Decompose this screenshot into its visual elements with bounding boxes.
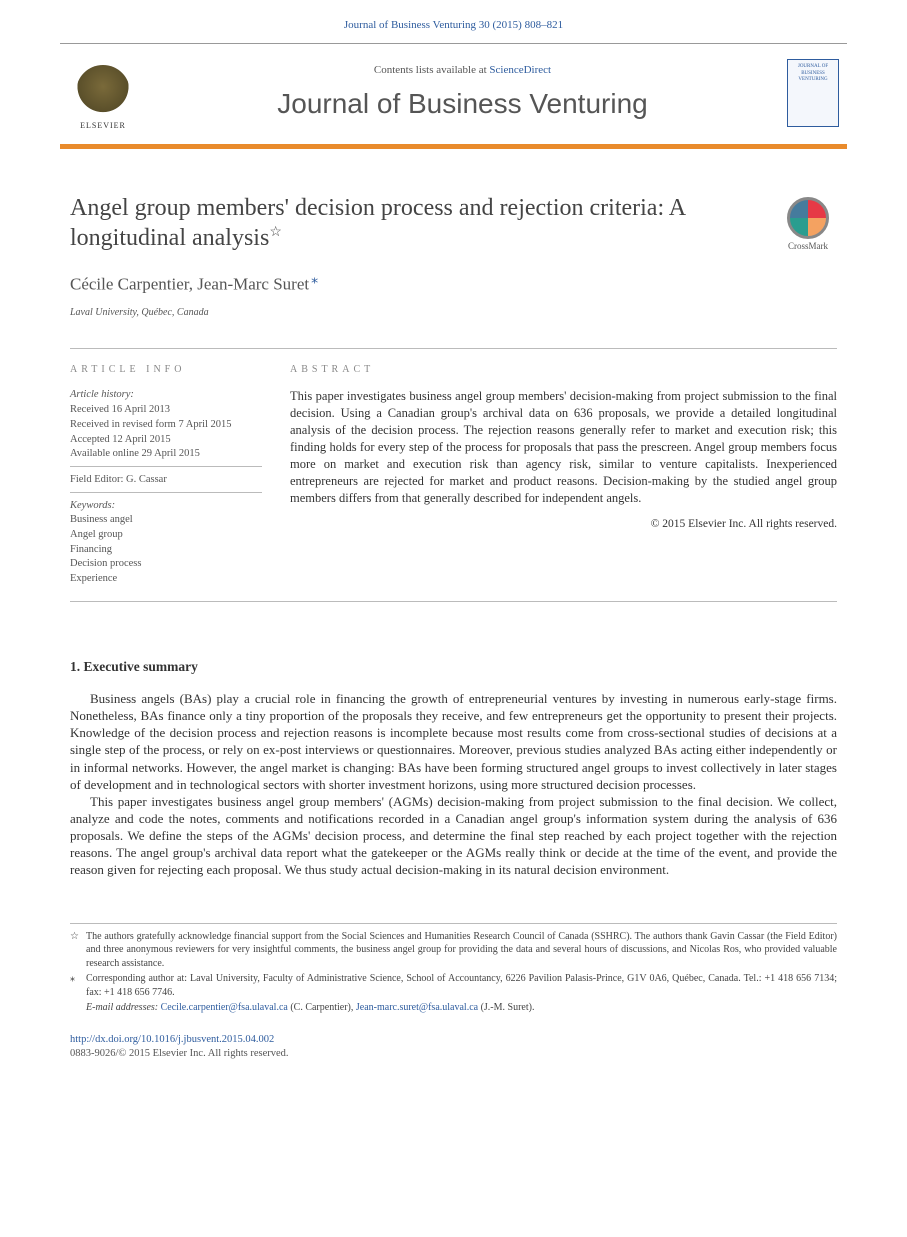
issn-copyright: 0883-9026/© 2015 Elsevier Inc. All right…: [70, 1048, 289, 1059]
field-editor-block: Field Editor: G. Cassar: [70, 466, 262, 488]
sciencedirect-link[interactable]: ScienceDirect: [489, 64, 551, 76]
article-info-label: article info: [70, 363, 262, 377]
keyword-1: Business angel: [70, 513, 262, 528]
abstract-text: This paper investigates business angel g…: [290, 388, 837, 506]
contents-available-line: Contents lists available at ScienceDirec…: [138, 63, 787, 78]
doi-link[interactable]: http://dx.doi.org/10.1016/j.jbusvent.201…: [70, 1034, 274, 1045]
journal-name: Journal of Business Venturing: [138, 85, 787, 123]
info-abstract-row: article info Article history: Received 1…: [70, 348, 837, 602]
running-header: Journal of Business Venturing 30 (2015) …: [0, 0, 907, 43]
keyword-5: Experience: [70, 572, 262, 587]
keywords-block: Keywords: Business angel Angel group Fin…: [70, 492, 262, 587]
crossmark-badge[interactable]: CrossMark: [775, 197, 841, 252]
article-history-block: Article history: Received 16 April 2013 …: [70, 388, 262, 461]
elsevier-logo: ELSEVIER: [68, 54, 138, 132]
email-label: E-mail addresses:: [86, 1002, 161, 1013]
elsevier-tree-icon: [76, 65, 130, 119]
keywords-header: Keywords:: [70, 499, 262, 514]
footnote-corresponding: ⁎ Corresponding author at: Laval Univers…: [70, 972, 837, 999]
email-who-1: (C. Carpentier),: [288, 1002, 356, 1013]
crossmark-icon: [787, 197, 829, 239]
body-section: 1. Executive summary Business angels (BA…: [70, 658, 837, 879]
ack-mark: ☆: [70, 930, 80, 971]
keyword-2: Angel group: [70, 528, 262, 543]
citation-text: Journal of Business Venturing 30 (2015) …: [344, 19, 563, 31]
abstract-copyright: © 2015 Elsevier Inc. All rights reserved…: [290, 517, 837, 533]
listing-center: Contents lists available at ScienceDirec…: [138, 63, 787, 124]
ack-text: The authors gratefully acknowledge finan…: [86, 930, 837, 971]
abstract-column: abstract This paper investigates busines…: [290, 349, 837, 587]
cover-line-2: BUSINESS: [801, 71, 825, 78]
authors-text: Cécile Carpentier, Jean-Marc Suret: [70, 275, 309, 294]
corresponding-mark: ⁎: [311, 272, 318, 287]
article-title: Angel group members' decision process an…: [70, 193, 837, 253]
cover-line-1: JOURNAL OF: [798, 64, 828, 71]
section-heading-1: 1. Executive summary: [70, 658, 837, 676]
email-mark: [70, 1001, 80, 1015]
title-footnote-mark: ☆: [269, 225, 282, 240]
abstract-label: abstract: [290, 363, 837, 377]
keyword-3: Financing: [70, 543, 262, 558]
article-content: Angel group members' decision process an…: [0, 149, 907, 879]
journal-listing-banner: ELSEVIER Contents lists available at Sci…: [60, 43, 847, 149]
footnote-acknowledgment: ☆ The authors gratefully acknowledge fin…: [70, 930, 837, 971]
crossmark-label: CrossMark: [775, 241, 841, 252]
accepted-date: Accepted 12 April 2015: [70, 433, 262, 448]
elsevier-label: ELSEVIER: [80, 121, 126, 132]
email-link-1[interactable]: Cecile.carpentier@fsa.ulaval.ca: [161, 1002, 288, 1013]
body-paragraph-2: This paper investigates business angel g…: [70, 793, 837, 879]
authors-line: Cécile Carpentier, Jean-Marc Suret⁎: [70, 271, 837, 297]
online-date: Available online 29 April 2015: [70, 447, 262, 462]
received-date: Received 16 April 2013: [70, 403, 262, 418]
keyword-4: Decision process: [70, 557, 262, 572]
page-footer: http://dx.doi.org/10.1016/j.jbusvent.201…: [70, 1033, 837, 1061]
contents-prefix: Contents lists available at: [374, 64, 489, 76]
email-link-2[interactable]: Jean-marc.suret@fsa.ulaval.ca: [356, 1002, 478, 1013]
history-header: Article history:: [70, 388, 262, 403]
cover-line-3: VENTURING: [798, 77, 827, 84]
affiliation: Laval University, Québec, Canada: [70, 306, 837, 320]
corr-mark: ⁎: [70, 972, 80, 999]
email-who-2: (J.-M. Suret).: [478, 1002, 534, 1013]
title-text: Angel group members' decision process an…: [70, 195, 685, 251]
corr-text: Corresponding author at: Laval Universit…: [86, 972, 837, 999]
article-info-column: article info Article history: Received 1…: [70, 349, 262, 587]
footnote-emails: E-mail addresses: Cecile.carpentier@fsa.…: [70, 1001, 837, 1015]
field-editor: Field Editor: G. Cassar: [70, 473, 262, 488]
body-paragraph-1: Business angels (BAs) play a crucial rol…: [70, 690, 837, 793]
email-line: E-mail addresses: Cecile.carpentier@fsa.…: [86, 1001, 534, 1015]
journal-cover-thumbnail: JOURNAL OF BUSINESS VENTURING: [787, 59, 839, 127]
revised-date: Received in revised form 7 April 2015: [70, 418, 262, 433]
footnotes: ☆ The authors gratefully acknowledge fin…: [70, 923, 837, 1015]
